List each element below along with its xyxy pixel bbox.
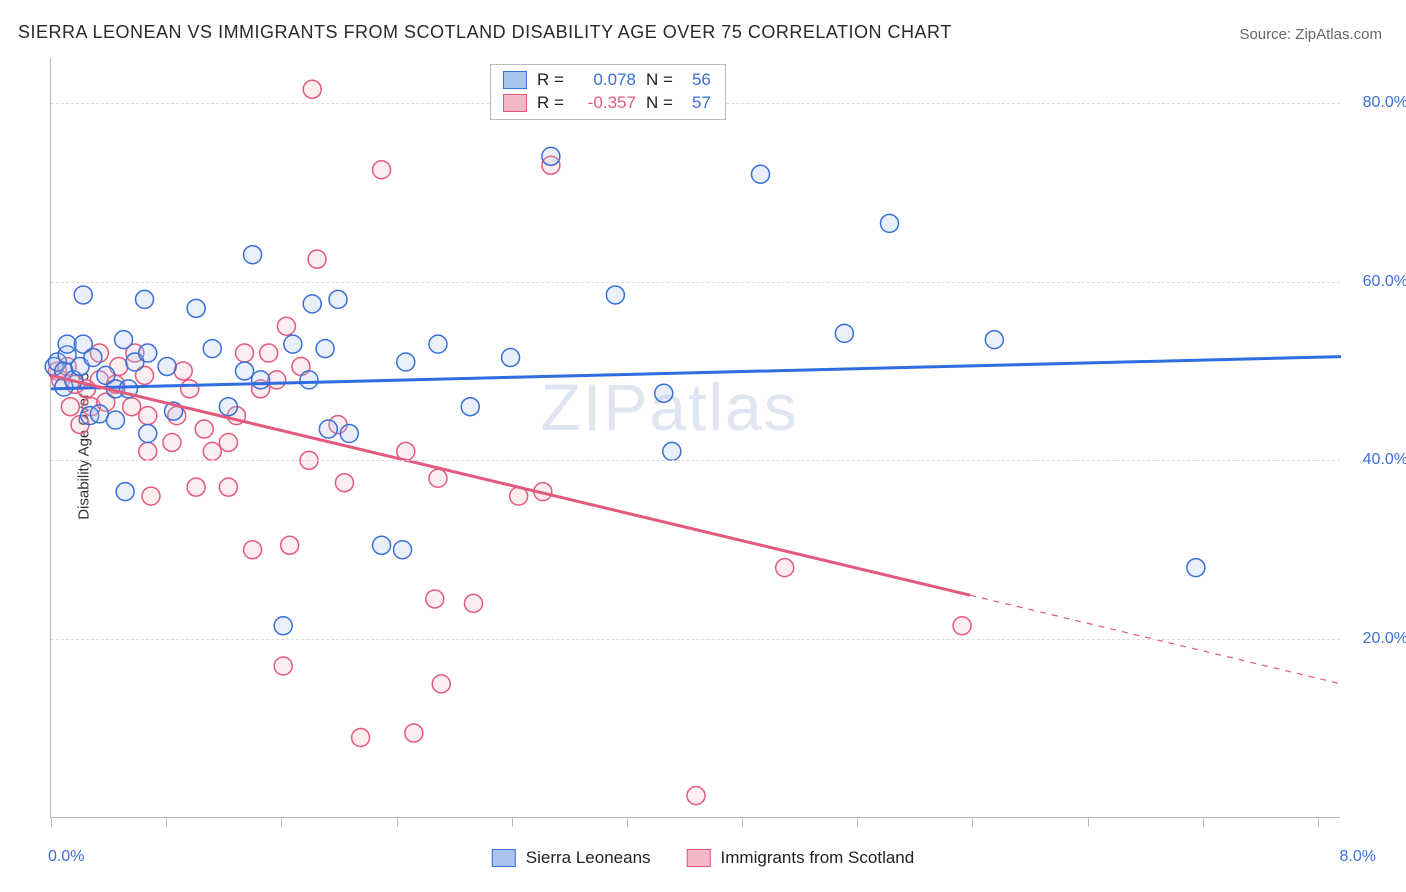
legend-label-blue: Sierra Leoneans bbox=[526, 848, 651, 868]
chart-title: SIERRA LEONEAN VS IMMIGRANTS FROM SCOTLA… bbox=[18, 22, 952, 43]
corr-row-pink: R = -0.357 N = 57 bbox=[503, 92, 711, 115]
swatch-blue bbox=[492, 849, 516, 867]
y-tick-label: 20.0% bbox=[1363, 630, 1406, 648]
plot-area: ZIPatlas 20.0%40.0%60.0%80.0% bbox=[50, 58, 1340, 818]
y-tick-label: 80.0% bbox=[1363, 94, 1406, 112]
legend-item-blue: Sierra Leoneans bbox=[492, 848, 651, 868]
r-value-blue: 0.078 bbox=[574, 69, 636, 92]
r-label: R = bbox=[537, 92, 564, 115]
y-tick-label: 40.0% bbox=[1363, 451, 1406, 469]
n-label: N = bbox=[646, 69, 673, 92]
series-legend: Sierra Leoneans Immigrants from Scotland bbox=[492, 848, 914, 868]
r-value-pink: -0.357 bbox=[574, 92, 636, 115]
source-label: Source: ZipAtlas.com bbox=[1239, 26, 1382, 43]
n-label: N = bbox=[646, 92, 673, 115]
swatch-pink bbox=[687, 849, 711, 867]
swatch-blue bbox=[503, 71, 527, 89]
n-value-pink: 57 bbox=[683, 92, 711, 115]
y-tick-label: 60.0% bbox=[1363, 273, 1406, 291]
corr-row-blue: R = 0.078 N = 56 bbox=[503, 69, 711, 92]
swatch-pink bbox=[503, 94, 527, 112]
r-label: R = bbox=[537, 69, 564, 92]
correlation-legend: R = 0.078 N = 56 R = -0.357 N = 57 bbox=[490, 64, 726, 120]
x-min-label: 0.0% bbox=[48, 848, 84, 866]
x-max-label: 8.0% bbox=[1340, 848, 1376, 866]
legend-item-pink: Immigrants from Scotland bbox=[687, 848, 915, 868]
n-value-blue: 56 bbox=[683, 69, 711, 92]
legend-label-pink: Immigrants from Scotland bbox=[721, 848, 915, 868]
chart-svg bbox=[51, 58, 1340, 817]
